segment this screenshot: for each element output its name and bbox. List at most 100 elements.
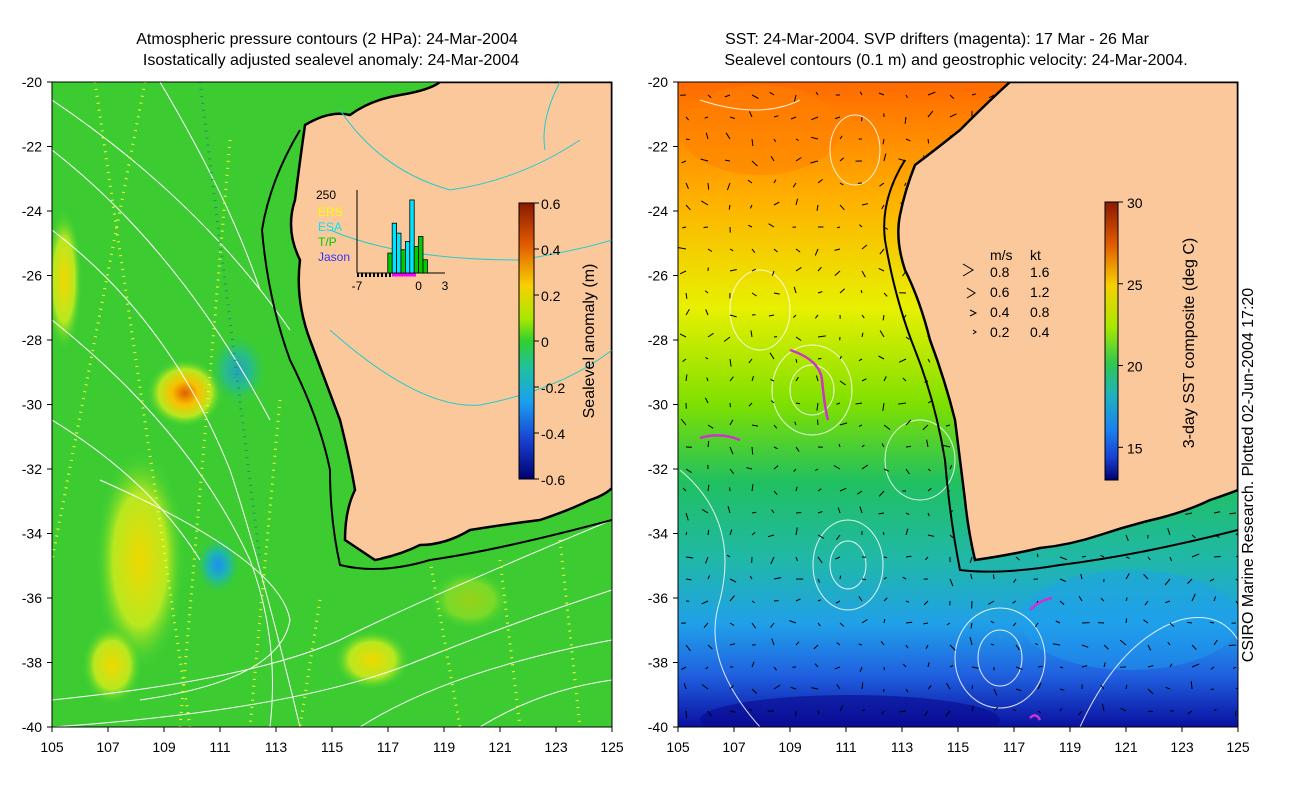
velocity-vector: [1213, 708, 1217, 712]
velocity-vector: [751, 424, 759, 427]
velocity-vector: [905, 336, 910, 340]
histogram-bar: [422, 259, 428, 274]
velocity-vector: [904, 182, 907, 186]
velocity-vector: [861, 332, 864, 338]
velocity-vector: [751, 661, 755, 668]
velocity-vector: [795, 641, 800, 646]
velocity-vector: [883, 576, 887, 580]
velocity-vector: [795, 157, 802, 162]
velocity-vector: [707, 644, 713, 650]
velocity-vector: [815, 91, 819, 96]
velocity-vector: [707, 424, 714, 429]
velocity-vector: [814, 314, 819, 319]
velocity-vector: [795, 446, 800, 452]
velocity-vector: [726, 182, 731, 191]
velocity-vector: [861, 464, 869, 470]
velocity-vector: [679, 333, 687, 338]
velocity-legend-kt: 0.8: [1030, 304, 1050, 320]
histogram-bar: [409, 199, 415, 274]
y-tick-label: -40: [22, 719, 42, 735]
velocity-vector: [858, 358, 863, 362]
y-tick-label: -24: [22, 203, 42, 219]
velocity-vector: [839, 135, 843, 140]
x-tick-label: 125: [1226, 739, 1250, 755]
colorbar-tick-label: 25: [1127, 277, 1143, 293]
velocity-vector: [837, 507, 841, 514]
velocity-vector: [1059, 556, 1068, 561]
velocity-vector: [703, 226, 709, 228]
anomaly-high-109: [147, 359, 223, 427]
sst-colorbar: 30 25 20 15 3-day SST composite (deg C): [1104, 195, 1198, 481]
velocity-vector: [949, 464, 953, 470]
velocity-vector: [1169, 556, 1173, 562]
colorbar-tick-label: 0.2: [541, 288, 561, 304]
anomaly-mid-120: [430, 570, 510, 630]
velocity-vector: [949, 578, 954, 587]
x-tick-label: 105: [40, 739, 64, 755]
velocity-vector: [817, 488, 822, 492]
velocity-vector: [1190, 681, 1193, 690]
y-tick-label: -24: [648, 203, 668, 219]
anomaly-colorbar: 0.6 0.4 0.2 0 -0.2 -0.4 -0.6 Sealevel anomaly …: [518, 196, 598, 488]
velocity-vector: [878, 355, 885, 360]
velocity-vector: [1232, 666, 1237, 670]
velocity-vector: [817, 534, 825, 539]
right-y-ticks: -20 -22 -24 -26 -28 -30 -32 -34 -36 -38 -40: [648, 74, 678, 735]
velocity-vector: [748, 111, 753, 118]
velocity-vector: [883, 618, 886, 624]
velocity-vector: [1100, 597, 1105, 602]
velocity-vector: [1015, 644, 1020, 651]
velocity-vector: [881, 204, 885, 210]
velocity-vector: [1191, 663, 1200, 668]
land-pressure-contour: [543, 82, 561, 151]
x-tick-label: 119: [1059, 739, 1082, 755]
velocity-vector: [1143, 619, 1149, 624]
y-tick-label: -28: [22, 332, 42, 348]
velocity-vector: [817, 357, 822, 360]
velocity-vector: [685, 512, 689, 521]
velocity-vector: [1125, 534, 1129, 541]
velocity-vector: [883, 424, 891, 430]
x-tick-label: 121: [488, 739, 512, 755]
velocity-vector: [1059, 578, 1066, 582]
velocity-vector: [1052, 643, 1061, 646]
velocity-vector: [810, 136, 819, 140]
velocity-legend-rows: 0.8 1.6 0.6 1.2 0.4 0.8 0.2 0.4: [990, 264, 1050, 340]
velocity-vector: [726, 554, 731, 558]
sst-cool-patch-east: [1020, 570, 1238, 670]
velocity-vector: [685, 710, 688, 718]
velocity-vector: [1012, 622, 1017, 627]
velocity-vector: [685, 556, 694, 559]
velocity-vector: [794, 94, 797, 102]
velocity-vector: [861, 270, 866, 278]
x-tick-label: 117: [377, 739, 400, 755]
histogram-bar: [400, 249, 406, 274]
velocity-vector: [1191, 534, 1196, 539]
histogram-legend-item: ERS: [318, 205, 343, 219]
velocity-vector: [1210, 666, 1215, 670]
velocity-vector: [794, 421, 797, 426]
sealevel-contour: [812, 519, 884, 611]
drifter-track: [699, 434, 741, 442]
velocity-legend-text: m/s kt 0.8 1.6 0.6 1.2 0.4 0.8 0.2 0.4: [990, 247, 1050, 340]
velocity-vector: [1125, 684, 1128, 690]
velocity-vector: [883, 153, 887, 162]
velocity-vector: [927, 91, 936, 96]
velocity-vector: [1059, 688, 1065, 691]
right-x-ticks: 105 107 109 111 113 115 117 119 121 123 125: [666, 727, 1250, 755]
velocity-vector: [751, 688, 758, 694]
velocity-vector: [1101, 703, 1105, 712]
x-tick-label: 123: [1170, 739, 1194, 755]
y-tick-label: -36: [648, 590, 668, 606]
colorbar-tick-label: 20: [1127, 359, 1143, 375]
pressure-contour: [52, 99, 291, 331]
y-tick-label: -28: [648, 332, 668, 348]
velocity-vector: [970, 573, 973, 580]
velocity-vector: [770, 622, 775, 628]
velocity-vector: [927, 400, 932, 404]
velocity-vector: [685, 374, 688, 382]
velocity-vector: [927, 110, 934, 118]
velocity-vector: [685, 531, 688, 536]
velocity-vector: [707, 440, 710, 448]
velocity-vector: [839, 575, 842, 580]
